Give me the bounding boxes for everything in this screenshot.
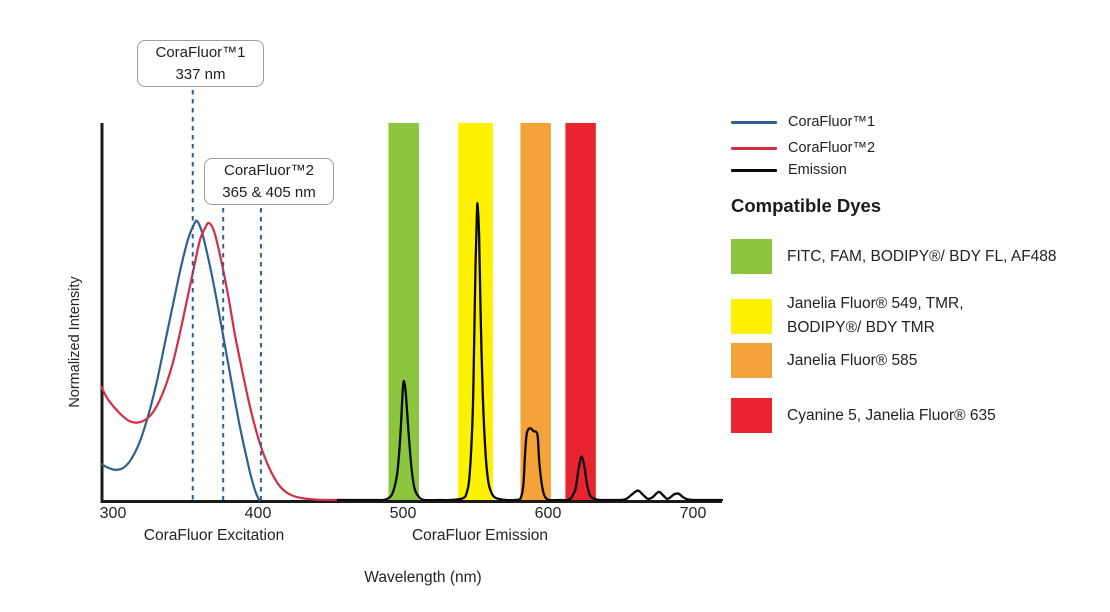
legend-line-swatch <box>731 120 777 124</box>
annotation-title: CoraFluor™1 <box>155 44 246 62</box>
dye-label: FITC, FAM, BODIPY®/ BDY FL, AF488 <box>787 247 1057 265</box>
dye-color-swatch <box>731 343 772 378</box>
dye-row-fitc: FITC, FAM, BODIPY®/ BDY FL, AF488 <box>731 239 1057 274</box>
legend-item-label: CoraFluor™1 <box>788 114 876 130</box>
dye-row-jf549: Janelia Fluor® 549, TMR, BODIPY®/ BDY TM… <box>731 292 964 340</box>
legend-item-corafluor2: CoraFluor™2 <box>731 135 875 161</box>
dye-color-swatch <box>731 298 772 334</box>
compatible-dyes-heading: Compatible Dyes <box>731 195 882 216</box>
annotation-value: 337 nm <box>175 65 226 83</box>
legend-line-swatch <box>731 168 777 172</box>
series-corafluor2-excitation <box>100 221 347 502</box>
dye-label: Janelia Fluor® 549, TMR, BODIPY®/ BDY TM… <box>787 295 964 336</box>
dye-label: Cyanine 5, Janelia Fluor® 635 <box>787 406 996 424</box>
legend-item-emission: Emission <box>731 157 847 183</box>
annotation-corafluor2: CoraFluor™2 365 & 405 nm <box>204 158 334 205</box>
series-corafluor1-excitation <box>100 219 261 502</box>
dye-label: Janelia Fluor® 585 <box>787 351 918 369</box>
emission-region-label: CoraFluor Emission <box>411 527 549 544</box>
annotation-corafluor1: CoraFluor™1 337 nm <box>137 40 264 87</box>
emission-band <box>388 123 419 501</box>
x-axis-title: Wavelength (nm) <box>364 569 482 586</box>
annotation-value: 365 & 405 nm <box>222 183 316 201</box>
dye-row-jf585: Janelia Fluor® 585 <box>731 343 917 378</box>
annotation-title: CoraFluor™2 <box>223 162 315 180</box>
x-tick-label: 700 <box>679 505 707 522</box>
legend-item-label: CoraFluor™2 <box>788 140 876 156</box>
excitation-region-label: CoraFluor Excitation <box>143 527 285 544</box>
y-axis-title: Normalized Intensity <box>67 276 83 408</box>
dye-row-cy5: Cyanine 5, Janelia Fluor® 635 <box>731 398 996 433</box>
axes <box>100 123 722 503</box>
x-tick-label: 300 <box>99 505 127 522</box>
series-emission <box>336 202 724 502</box>
x-axis-ticks: 300 400 500 600 700 <box>0 505 1110 525</box>
emission-band <box>565 123 596 501</box>
legend-item-label: Emission <box>788 162 847 178</box>
legend-line-swatch <box>731 146 777 150</box>
dye-color-swatch <box>731 398 772 433</box>
legend-panel: CoraFluor™1 CoraFluor™2 Emission Compati… <box>731 0 1091 612</box>
legend-item-corafluor1: CoraFluor™1 <box>731 109 875 135</box>
x-tick-label: 400 <box>244 505 272 522</box>
x-tick-label: 600 <box>534 505 562 522</box>
dye-color-swatch <box>731 239 772 274</box>
x-tick-label: 500 <box>389 505 417 522</box>
